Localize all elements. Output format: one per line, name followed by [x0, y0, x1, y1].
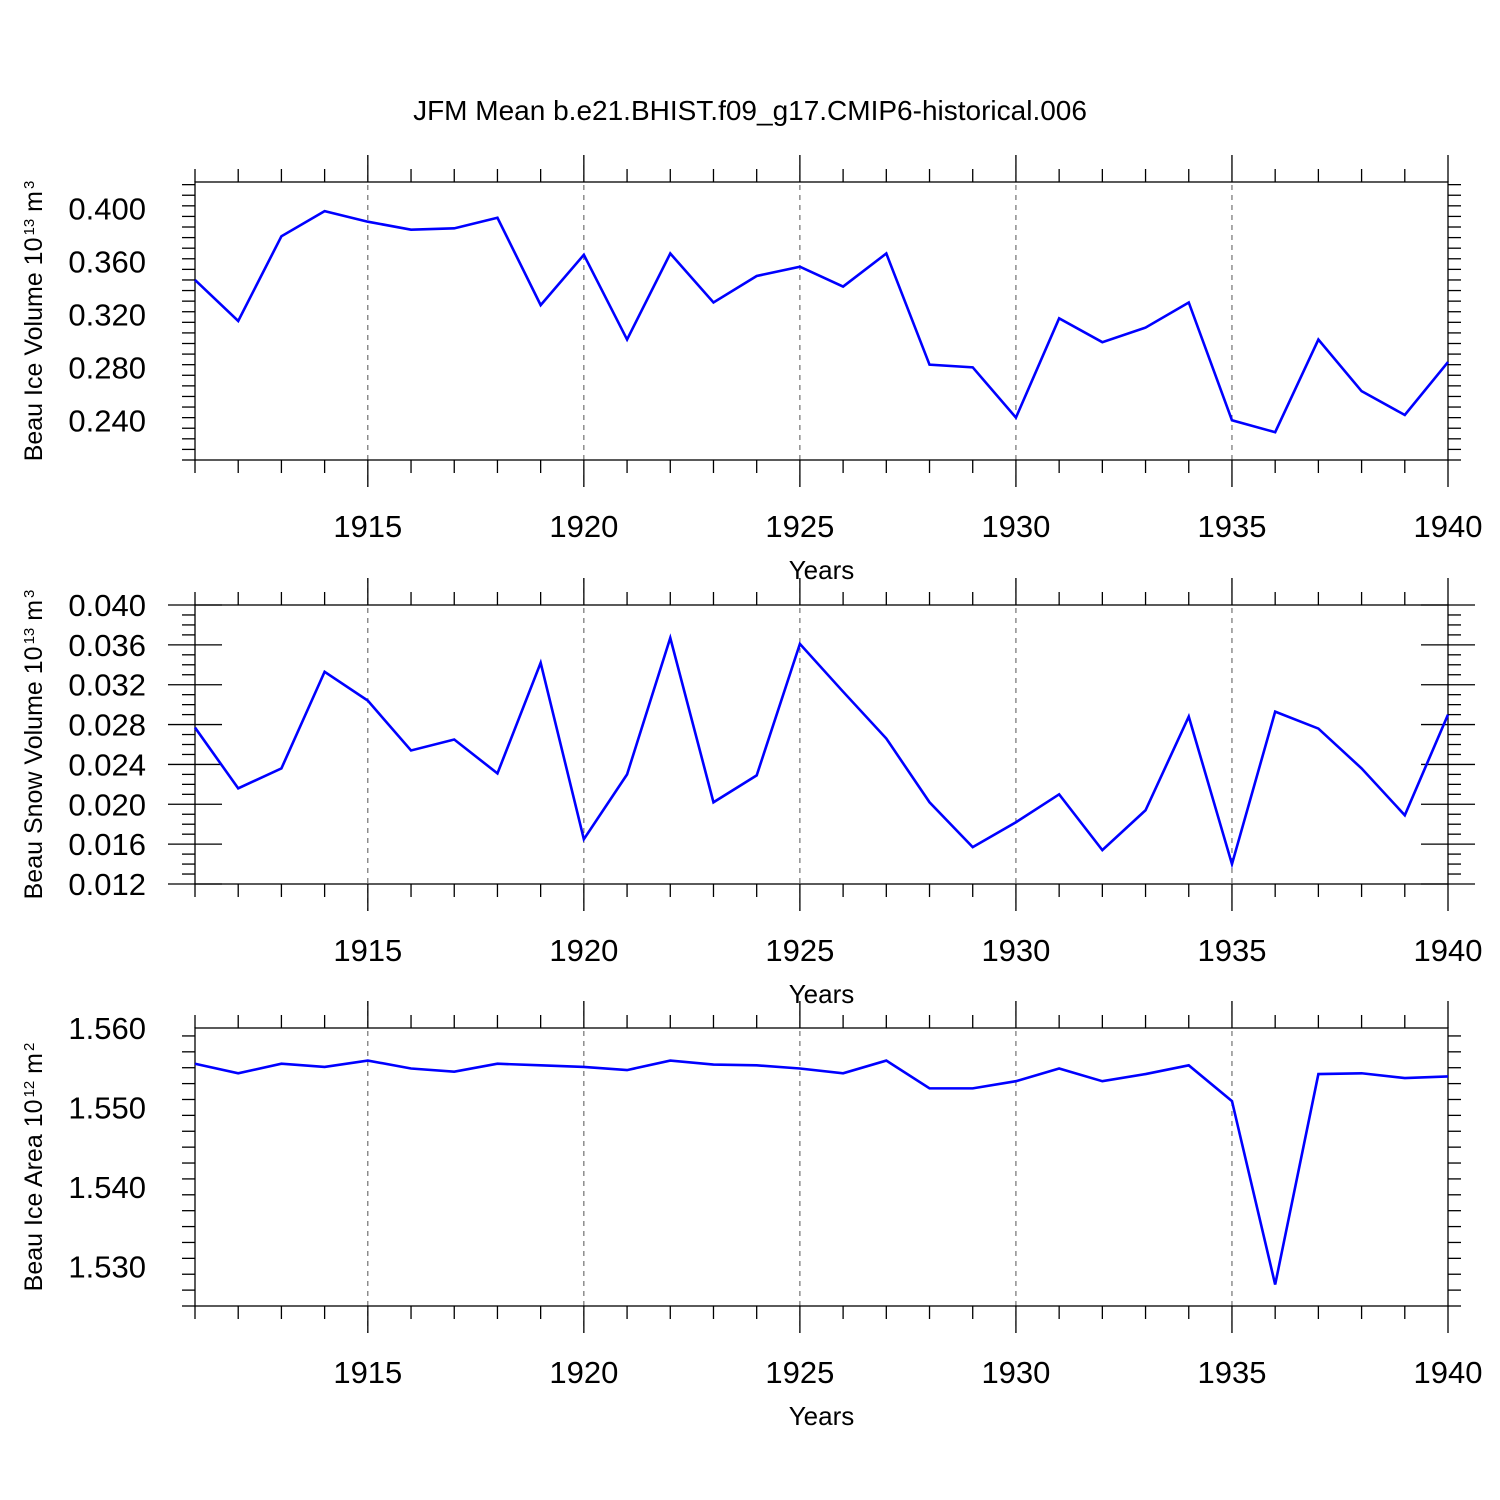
x-tick-label: 1930	[981, 933, 1050, 968]
x-tick-label: 1925	[765, 1355, 834, 1390]
x-tick-label: 1935	[1197, 933, 1266, 968]
figure-title: JFM Mean b.e21.BHIST.f09_g17.CMIP6-histo…	[413, 95, 1087, 126]
x-tick-label: 1920	[549, 933, 618, 968]
y-axis-label-text: Beau Snow Volume 10	[20, 646, 48, 899]
y-axis-label: Beau Ice Area 10 12 m 2	[20, 1043, 48, 1292]
y-tick-label: 1.560	[68, 1011, 146, 1046]
x-axis-label: Years	[789, 979, 855, 1009]
y-axis-label-superscript: 13	[21, 628, 38, 645]
y-tick-label: 1.540	[68, 1170, 146, 1205]
y-axis-label-text: m	[20, 1053, 48, 1081]
series-line	[193, 633, 1450, 869]
y-tick-label: 0.400	[68, 191, 146, 226]
y-tick-label: 0.016	[68, 827, 146, 862]
x-tick-label: 1930	[981, 1355, 1050, 1390]
y-tick-label: 0.036	[68, 628, 146, 663]
y-tick-label: 0.320	[68, 297, 146, 332]
x-tick-label: 1915	[333, 509, 402, 544]
y-tick-label: 1.550	[68, 1090, 146, 1125]
x-tick-label: 1925	[765, 509, 834, 544]
y-axis-label-superscript: 13	[21, 219, 38, 236]
chart-panels: 0.240 0.280 0.320 0.360 0.400 1915 1920 1925 193…	[20, 155, 1482, 1431]
x-tick-label: 1915	[333, 933, 402, 968]
y-tick-label: 1.530	[68, 1249, 146, 1284]
x-tick-label: 1940	[1414, 1355, 1483, 1390]
y-axis-label-superscript: 3	[21, 590, 38, 598]
x-tick-label: 1925	[765, 933, 834, 968]
y-tick-label: 0.032	[68, 668, 146, 703]
plot-frame	[194, 1027, 1449, 1307]
y-tick-label: 0.020	[68, 787, 146, 822]
y-tick-label: 0.024	[68, 747, 146, 782]
x-tick-label: 1935	[1197, 1355, 1266, 1390]
series-line	[194, 1059, 1449, 1285]
plot-frame	[194, 181, 1449, 461]
x-tick-label: 1915	[333, 1355, 402, 1390]
y-axis-label-text: m	[20, 600, 48, 628]
y-axis-label-superscript: 3	[21, 181, 38, 189]
y-axis-label-text: Beau Ice Area 10	[20, 1100, 48, 1292]
x-tick-label: 1935	[1197, 509, 1266, 544]
y-axis-label: Beau Snow Volume 1013 m 3	[20, 590, 48, 900]
panel-2: 0.012 0.016 0.020 0.024 0.028 0.032 0.036 0.040…	[20, 578, 1482, 1009]
x-axis-label: Years	[789, 1401, 855, 1431]
y-axis-label-text: m	[20, 191, 48, 219]
x-axis-label: Years	[789, 555, 855, 585]
y-axis-label-superscript: 2	[21, 1043, 38, 1051]
y-tick-label: 0.240	[68, 403, 146, 438]
x-tick-label: 1920	[549, 1355, 618, 1390]
series-line	[194, 209, 1450, 434]
panel-1: 0.240 0.280 0.320 0.360 0.400 1915 1920 1925 193…	[20, 155, 1482, 585]
y-tick-label: 0.040	[68, 588, 146, 623]
panel-3: 1.530 1.540 1.550 1.560 1915 1920 1925 1930 1935…	[20, 1001, 1482, 1431]
x-tick-label: 1940	[1414, 509, 1483, 544]
x-tick-label: 1920	[549, 509, 618, 544]
plot-frame	[194, 604, 1449, 885]
y-tick-label: 0.028	[68, 708, 146, 743]
x-tick-label: 1940	[1414, 933, 1483, 968]
y-axis-label: Beau Ice Volume 10 13 m 3	[20, 181, 48, 462]
y-axis-label-superscript: 12	[21, 1081, 38, 1098]
y-axis-label-text: Beau Ice Volume 10	[20, 238, 48, 462]
y-tick-label: 0.360	[68, 244, 146, 279]
y-tick-label: 0.012	[68, 867, 146, 902]
x-tick-label: 1930	[981, 509, 1050, 544]
y-tick-label: 0.280	[68, 350, 146, 385]
